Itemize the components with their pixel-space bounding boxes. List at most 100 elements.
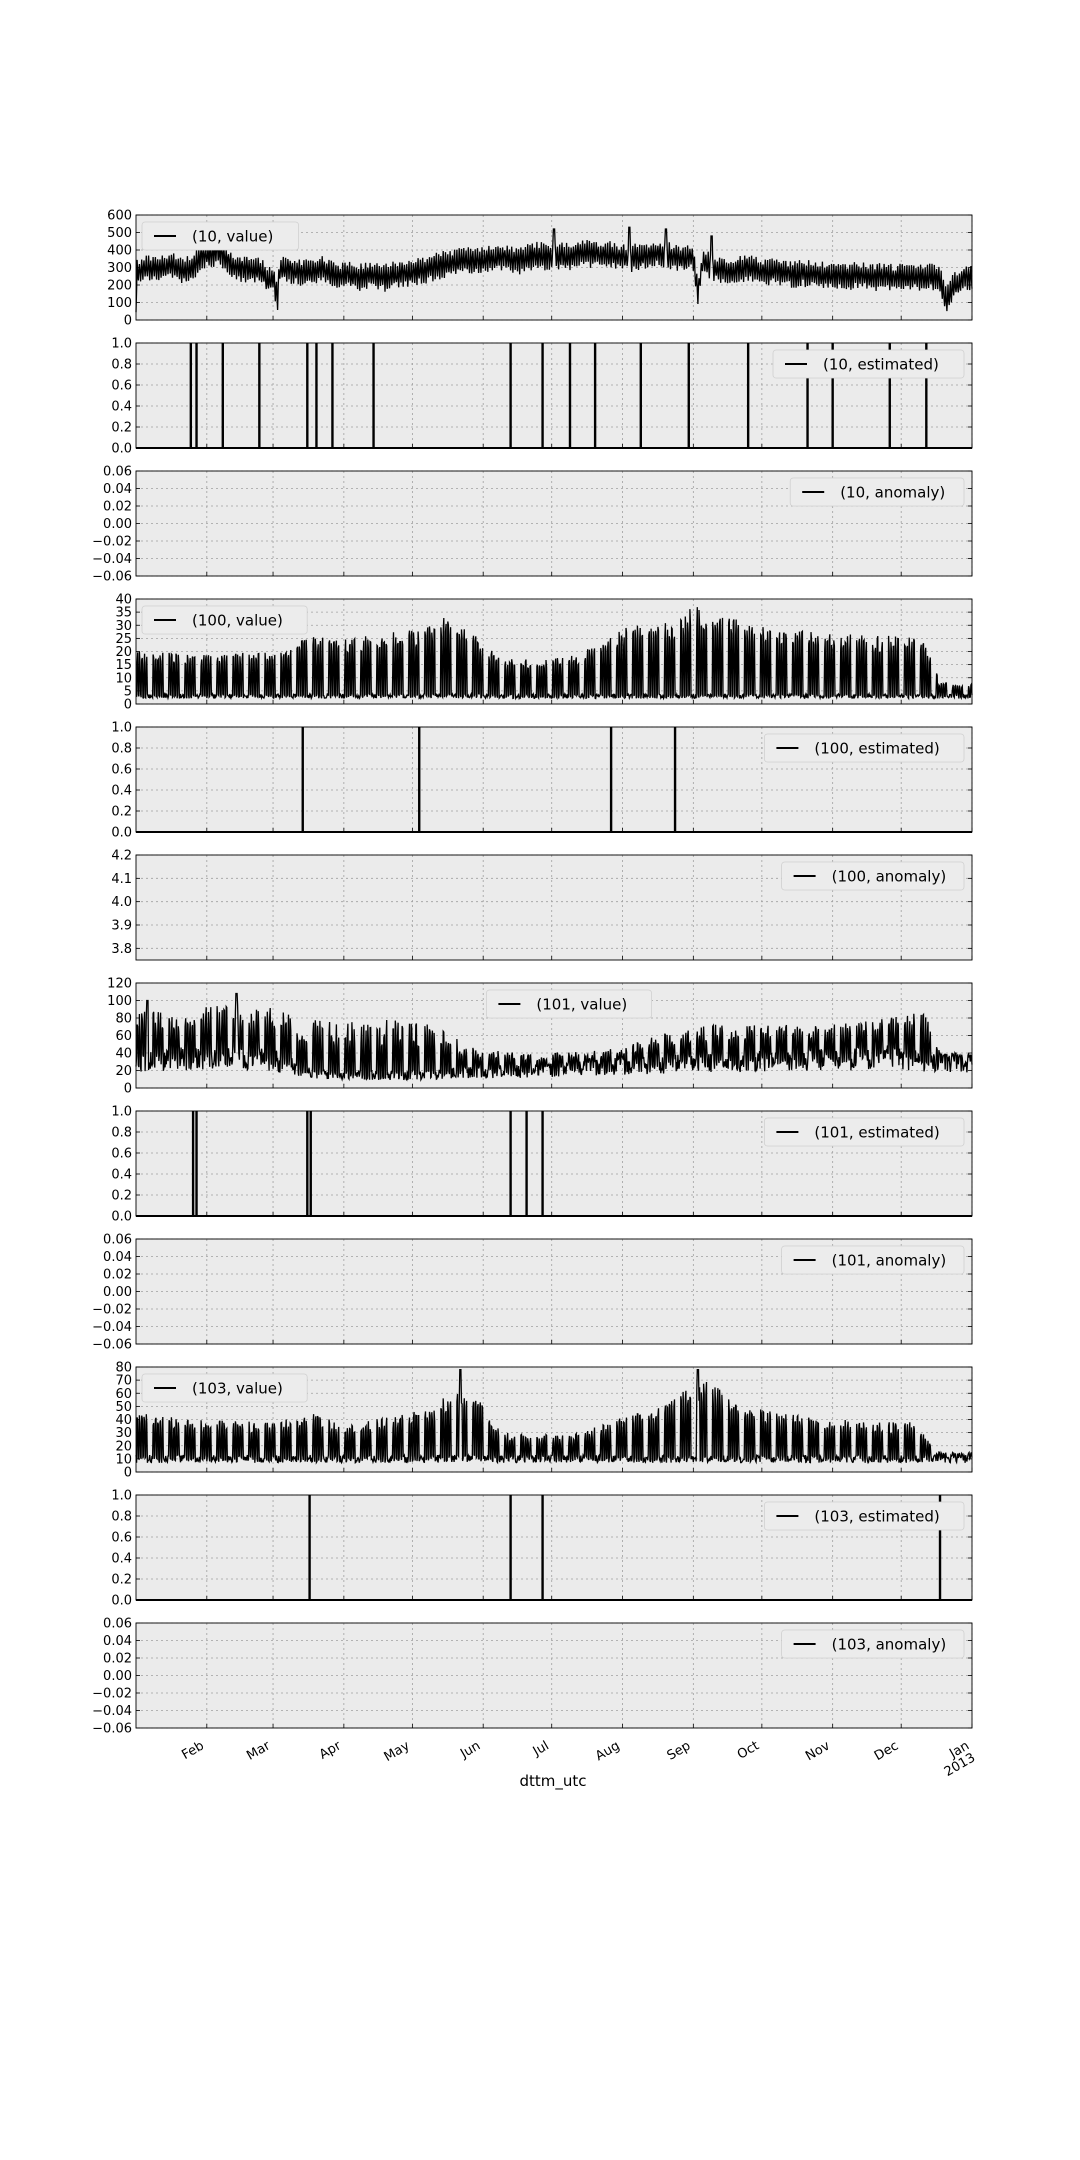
y-tick-label: 0.0 bbox=[111, 826, 132, 841]
plot-frame bbox=[135, 1366, 973, 1473]
legend: (103, value) bbox=[141, 1373, 308, 1403]
y-tick-label: 0.8 bbox=[111, 358, 132, 373]
y-tick-label: 0.04 bbox=[103, 482, 132, 497]
y-tick-label: −0.04 bbox=[92, 1704, 132, 1719]
x-tick-label: Jul bbox=[530, 1738, 552, 1759]
y-tick-label: 0.00 bbox=[103, 1285, 132, 1300]
legend-box bbox=[141, 605, 308, 635]
x-tick-label: Apr bbox=[317, 1738, 345, 1763]
legend: (100, anomaly) bbox=[781, 861, 965, 891]
y-tick-label: 0.04 bbox=[103, 1634, 132, 1649]
y-tick-label: 40 bbox=[115, 593, 132, 608]
legend-box bbox=[781, 1629, 965, 1659]
x-tick-label: Jun bbox=[457, 1738, 483, 1762]
x-tick-label: Oct bbox=[735, 1738, 762, 1762]
legend-label: (101, anomaly) bbox=[832, 1252, 947, 1270]
y-tick-label: 4.2 bbox=[111, 849, 132, 864]
y-tick-label: −0.04 bbox=[92, 1320, 132, 1335]
y-tick-label: 3.8 bbox=[111, 942, 132, 957]
y-tick-label: 35 bbox=[115, 606, 132, 621]
legend: (10, value) bbox=[141, 221, 300, 251]
y-tick-label: 5 bbox=[124, 684, 132, 699]
x-tick-label: Mar bbox=[244, 1738, 273, 1764]
y-tick-label: 0.8 bbox=[111, 1126, 132, 1141]
y-tick-label: 4.1 bbox=[111, 872, 132, 887]
y-tick-label: 30 bbox=[115, 1426, 132, 1441]
y-tick-label: 80 bbox=[115, 1361, 132, 1376]
x-axis-label: dttm_utc bbox=[519, 1772, 586, 1791]
series-1 bbox=[135, 226, 973, 313]
y-tick-label: 20 bbox=[115, 1064, 132, 1079]
y-tick-label: 4.0 bbox=[111, 895, 132, 910]
legend: (100, value) bbox=[141, 605, 308, 635]
series-line bbox=[135, 226, 973, 313]
y-tick-label: 0.2 bbox=[111, 421, 132, 436]
y-tick-label: 200 bbox=[107, 279, 132, 294]
y-tick-label: 100 bbox=[107, 994, 132, 1009]
y-tick-label: 0.4 bbox=[111, 1168, 132, 1183]
panel-5: 0.0 0.2 0.4 0.6 0.8 1.0 (100, estimated) bbox=[111, 721, 973, 841]
y-tick-label: −0.06 bbox=[92, 1338, 132, 1353]
y-tick-label: 60 bbox=[115, 1029, 132, 1044]
legend-box bbox=[772, 349, 965, 379]
legend-label: (103, estimated) bbox=[814, 1508, 939, 1526]
y-tick-label: 0.06 bbox=[103, 1233, 132, 1248]
legend: (10, estimated) bbox=[772, 349, 965, 379]
y-tick-label: 600 bbox=[107, 209, 132, 224]
legend-box bbox=[789, 477, 965, 507]
legend: (100, estimated) bbox=[764, 733, 965, 763]
plot-frame bbox=[135, 854, 973, 961]
panel-1: 0 100 200 300 400 500 600 (10, value) bbox=[107, 209, 973, 329]
legend-box bbox=[781, 1245, 965, 1275]
panel-3: −0.06 −0.04 −0.02 0.00 0.02 0.04 0.06 (10, anom… bbox=[92, 465, 973, 585]
y-tick-label: 120 bbox=[107, 977, 132, 992]
y-tick-label: 0.00 bbox=[103, 1669, 132, 1684]
plot-frame bbox=[135, 1622, 973, 1729]
y-tick-label: 30 bbox=[115, 619, 132, 634]
legend: (10, anomaly) bbox=[789, 477, 965, 507]
y-tick-label: 0.2 bbox=[111, 805, 132, 820]
y-tick-label: 300 bbox=[107, 261, 132, 276]
plot-frame bbox=[135, 1494, 973, 1601]
legend-label: (100, anomaly) bbox=[832, 868, 947, 886]
legend-label: (10, value) bbox=[192, 228, 273, 246]
y-tick-label: 0.6 bbox=[111, 1531, 132, 1546]
y-tick-label: 40 bbox=[115, 1047, 132, 1062]
y-tick-label: 0.02 bbox=[103, 500, 132, 515]
x-tick-label: Feb bbox=[179, 1738, 206, 1763]
plot-frame bbox=[135, 470, 973, 577]
legend: (101, estimated) bbox=[764, 1117, 965, 1147]
y-tick-label: 80 bbox=[115, 1012, 132, 1027]
y-tick-label: 0.00 bbox=[103, 517, 132, 532]
y-tick-label: 0.4 bbox=[111, 1552, 132, 1567]
y-tick-label: 0.06 bbox=[103, 1617, 132, 1632]
series-4 bbox=[135, 607, 973, 701]
series-line bbox=[135, 607, 973, 701]
y-tick-label: −0.02 bbox=[92, 1687, 132, 1702]
panel-12: −0.06 −0.04 −0.02 0.00 0.02 0.04 0.06 (103, ano… bbox=[92, 1617, 973, 1737]
legend-label: (103, value) bbox=[192, 1380, 283, 1398]
y-tick-label: 40 bbox=[115, 1413, 132, 1428]
y-tick-label: −0.06 bbox=[92, 1722, 132, 1737]
y-tick-label: 0.02 bbox=[103, 1652, 132, 1667]
y-tick-label: 500 bbox=[107, 226, 132, 241]
legend-label: (103, anomaly) bbox=[832, 1636, 947, 1654]
y-tick-label: 0.0 bbox=[111, 442, 132, 457]
series-7 bbox=[135, 992, 973, 1082]
x-tick-label: Nov bbox=[803, 1738, 833, 1764]
legend-box bbox=[764, 1117, 965, 1147]
legend-box bbox=[781, 861, 965, 891]
legend-box bbox=[141, 221, 300, 251]
y-tick-label: 0.2 bbox=[111, 1573, 132, 1588]
plot-frame bbox=[135, 598, 973, 705]
y-tick-label: 3.9 bbox=[111, 919, 132, 934]
series-line bbox=[135, 1368, 973, 1465]
y-tick-label: −0.04 bbox=[92, 552, 132, 567]
y-tick-label: 100 bbox=[107, 296, 132, 311]
y-tick-label: 0.0 bbox=[111, 1594, 132, 1609]
y-tick-label: 10 bbox=[115, 1452, 132, 1467]
y-tick-label: 15 bbox=[115, 658, 132, 673]
